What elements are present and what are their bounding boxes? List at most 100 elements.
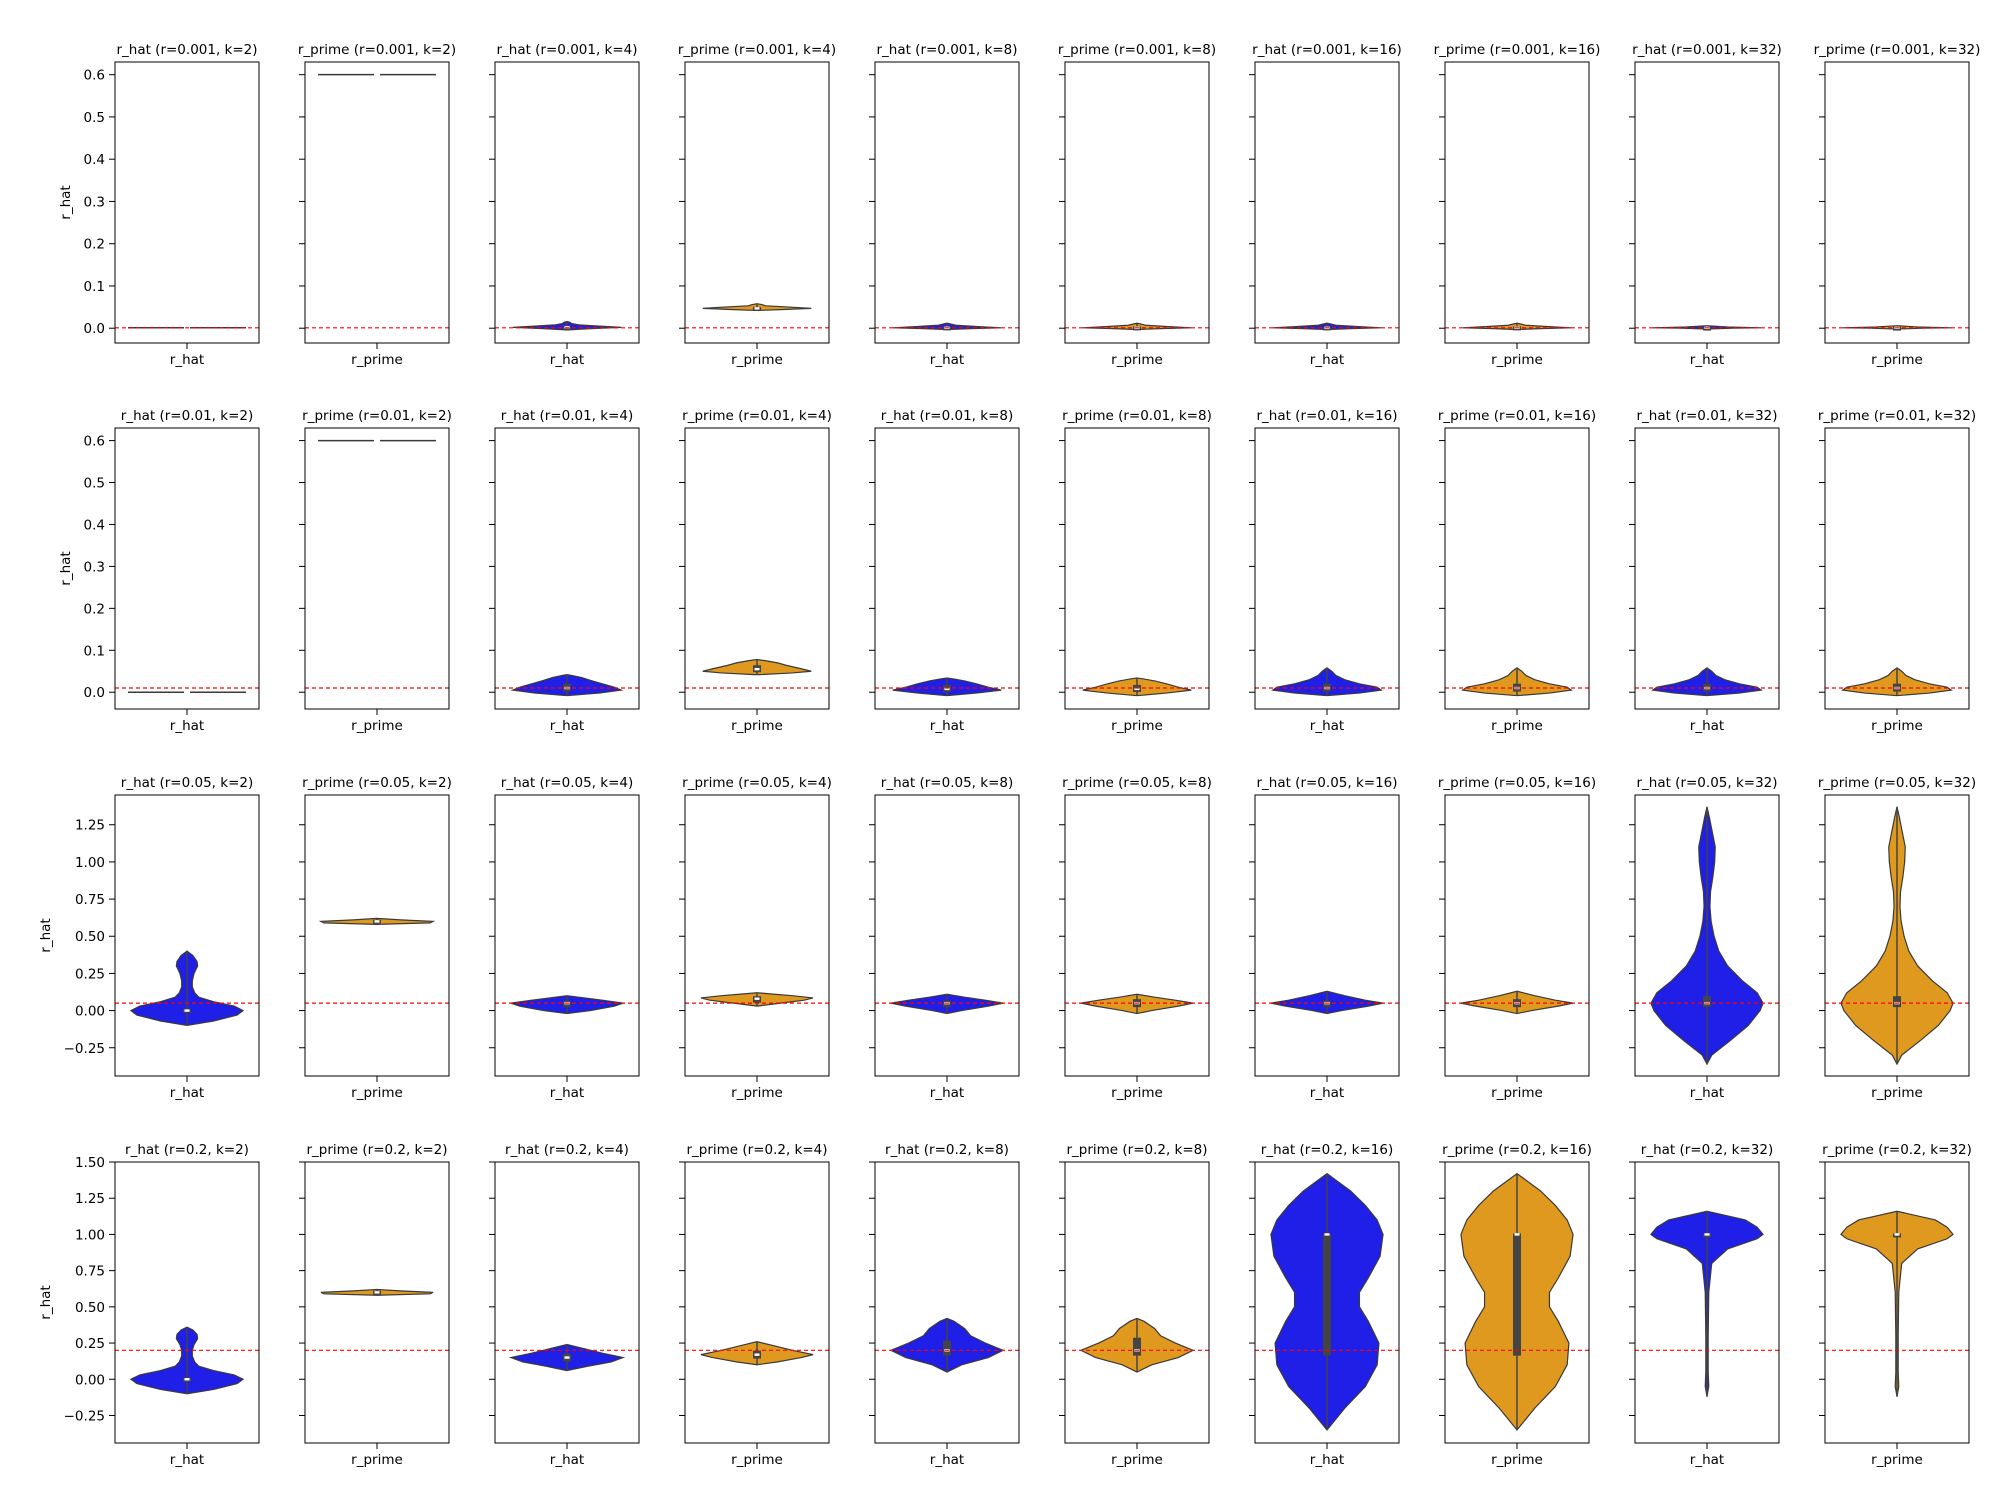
x-category-label: r_prime [1871, 1085, 1923, 1101]
x-category-label: r_hat [550, 352, 584, 368]
axes-frame [1634, 794, 1780, 1077]
panel-row2-panel0: r_hat (r=0.05, k=2) −0.25 0.00 0.25 0.50 0.75… [38, 775, 260, 1101]
panel-row2-panel2: r_hat (r=0.05, k=4) r_hat [489, 775, 640, 1101]
axes-frame [494, 794, 640, 1077]
y-axis-label: r_hat [58, 551, 74, 585]
y-tick-label: 1.00 [75, 1227, 105, 1243]
axes-frame [684, 61, 830, 344]
axes-frame [1254, 1161, 1400, 1444]
axes-frame [1634, 427, 1780, 710]
x-category-label: r_hat [1310, 718, 1344, 734]
violin-median [1704, 1233, 1710, 1236]
panel-title: r_prime (r=0.2, k=8) [1066, 1142, 1207, 1158]
panel-row3-panel2: r_hat (r=0.2, k=4) r_hat [489, 1142, 640, 1468]
violin-iqr-box [1513, 1233, 1521, 1356]
panel-title: r_prime (r=0.2, k=4) [686, 1142, 827, 1158]
y-tick-label: 0.6 [84, 68, 105, 84]
panel-row2-panel5: r_prime (r=0.05, k=8) r_prime [1059, 775, 1212, 1101]
panel-title: r_prime (r=0.05, k=2) [302, 775, 452, 791]
violin-median [754, 997, 760, 1000]
panel-row1-panel0: r_hat (r=0.01, k=2) 0.0 0.1 0.2 0.3 0.4 0.5 0.6… [58, 408, 260, 734]
x-category-label: r_prime [1871, 352, 1923, 368]
y-tick-label: 0.1 [84, 643, 105, 659]
axes-frame [874, 1161, 1020, 1444]
y-tick-label: −0.25 [64, 1408, 105, 1424]
y-tick-label: 0.2 [84, 601, 105, 617]
x-category-label: r_hat [1310, 1452, 1344, 1468]
violin-median [1134, 687, 1140, 691]
panel-title: r_prime (r=0.001, k=2) [298, 42, 456, 58]
axes-frame [1634, 61, 1780, 344]
x-category-label: r_prime [351, 718, 403, 734]
x-category-label: r_hat [550, 1085, 584, 1101]
x-category-label: r_hat [1690, 1452, 1724, 1468]
violin-median [754, 1353, 760, 1356]
x-category-label: r_prime [351, 1452, 403, 1468]
panel-title: r_hat (r=0.01, k=2) [121, 408, 253, 424]
y-tick-label: 0.0 [84, 321, 105, 337]
axes-frame [494, 61, 640, 344]
panel-title: r_hat (r=0.001, k=2) [116, 42, 257, 58]
y-axis-label: r_hat [38, 1285, 54, 1319]
violin-iqr-box [1133, 1337, 1141, 1356]
panel-title: r_prime (r=0.001, k=16) [1434, 42, 1601, 58]
panel-title: r_prime (r=0.01, k=2) [302, 408, 452, 424]
panel-row1-panel1: r_prime (r=0.01, k=2) r_prime [299, 408, 452, 734]
panel-row0-panel0: r_hat (r=0.001, k=2) 0.0 0.1 0.2 0.3 0.4 0.5 0.… [58, 42, 260, 368]
panel-title: r_hat (r=0.001, k=16) [1252, 42, 1402, 58]
x-category-label: r_hat [1310, 352, 1344, 368]
x-category-label: r_hat [930, 1452, 964, 1468]
y-tick-label: 0.25 [75, 1336, 105, 1352]
violin-median [184, 1378, 190, 1381]
panel-title: r_prime (r=0.01, k=32) [1818, 408, 1976, 424]
violin-median [1324, 1233, 1330, 1236]
axes-frame [1254, 427, 1400, 710]
violin-median [944, 687, 950, 691]
panel-title: r_prime (r=0.05, k=16) [1438, 775, 1596, 791]
panel-row2-panel9: r_prime (r=0.05, k=32) r_prime [1818, 775, 1976, 1101]
y-tick-label: 0.00 [75, 1372, 105, 1388]
violin-median [564, 1356, 570, 1359]
axes-frame [1444, 427, 1590, 710]
axes-frame [1254, 794, 1400, 1077]
panel-row1-panel7: r_prime (r=0.01, k=16) r_prime [1438, 408, 1596, 734]
violin-iqr-box [1893, 996, 1901, 1008]
panel-title: r_hat (r=0.2, k=4) [505, 1142, 629, 1158]
y-tick-label: 0.3 [84, 194, 105, 210]
axes-frame [1064, 427, 1210, 710]
panel-title: r_hat (r=0.01, k=32) [1636, 408, 1777, 424]
panel-row0-panel2: r_hat (r=0.001, k=4) r_hat [489, 42, 640, 368]
panel-row3-panel1: r_prime (r=0.2, k=2) r_prime [299, 1142, 450, 1468]
axes-frame [304, 1161, 450, 1444]
axes-frame [1824, 61, 1970, 344]
y-tick-label: −0.25 [64, 1041, 105, 1057]
y-tick-label: 1.00 [75, 855, 105, 871]
axes-frame [304, 794, 450, 1077]
violin-median [1514, 1233, 1520, 1236]
panel-title: r_hat (r=0.001, k=4) [496, 42, 637, 58]
panel-row3-panel4: r_hat (r=0.2, k=8) r_hat [869, 1142, 1020, 1468]
panel-title: r_prime (r=0.05, k=8) [1062, 775, 1212, 791]
violin-median [1894, 1233, 1900, 1236]
x-category-label: r_hat [170, 1085, 204, 1101]
axes-frame [1634, 1161, 1780, 1444]
axes-frame [1254, 61, 1400, 344]
panel-row3-panel0: r_hat (r=0.2, k=2) −0.25 0.00 0.25 0.50 0.75 1… [38, 1142, 260, 1468]
x-category-label: r_hat [930, 718, 964, 734]
panel-row0-panel8: r_hat (r=0.001, k=32) r_hat [1629, 42, 1782, 368]
panel-row0-panel9: r_prime (r=0.001, k=32) r_prime [1814, 42, 1981, 368]
panel-title: r_hat (r=0.05, k=2) [121, 775, 253, 791]
panel-title: r_prime (r=0.05, k=4) [682, 775, 832, 791]
x-category-label: r_hat [550, 718, 584, 734]
x-category-label: r_hat [170, 352, 204, 368]
violin-median [184, 1009, 190, 1012]
panel-title: r_prime (r=0.001, k=8) [1058, 42, 1216, 58]
panel-title: r_prime (r=0.01, k=4) [682, 408, 832, 424]
axes-frame [1444, 794, 1590, 1077]
y-tick-label: 0.75 [75, 892, 105, 908]
x-category-label: r_hat [170, 718, 204, 734]
panel-title: r_prime (r=0.01, k=8) [1062, 408, 1212, 424]
panel-title: r_hat (r=0.2, k=16) [1261, 1142, 1393, 1158]
panel-title: r_hat (r=0.05, k=8) [881, 775, 1013, 791]
